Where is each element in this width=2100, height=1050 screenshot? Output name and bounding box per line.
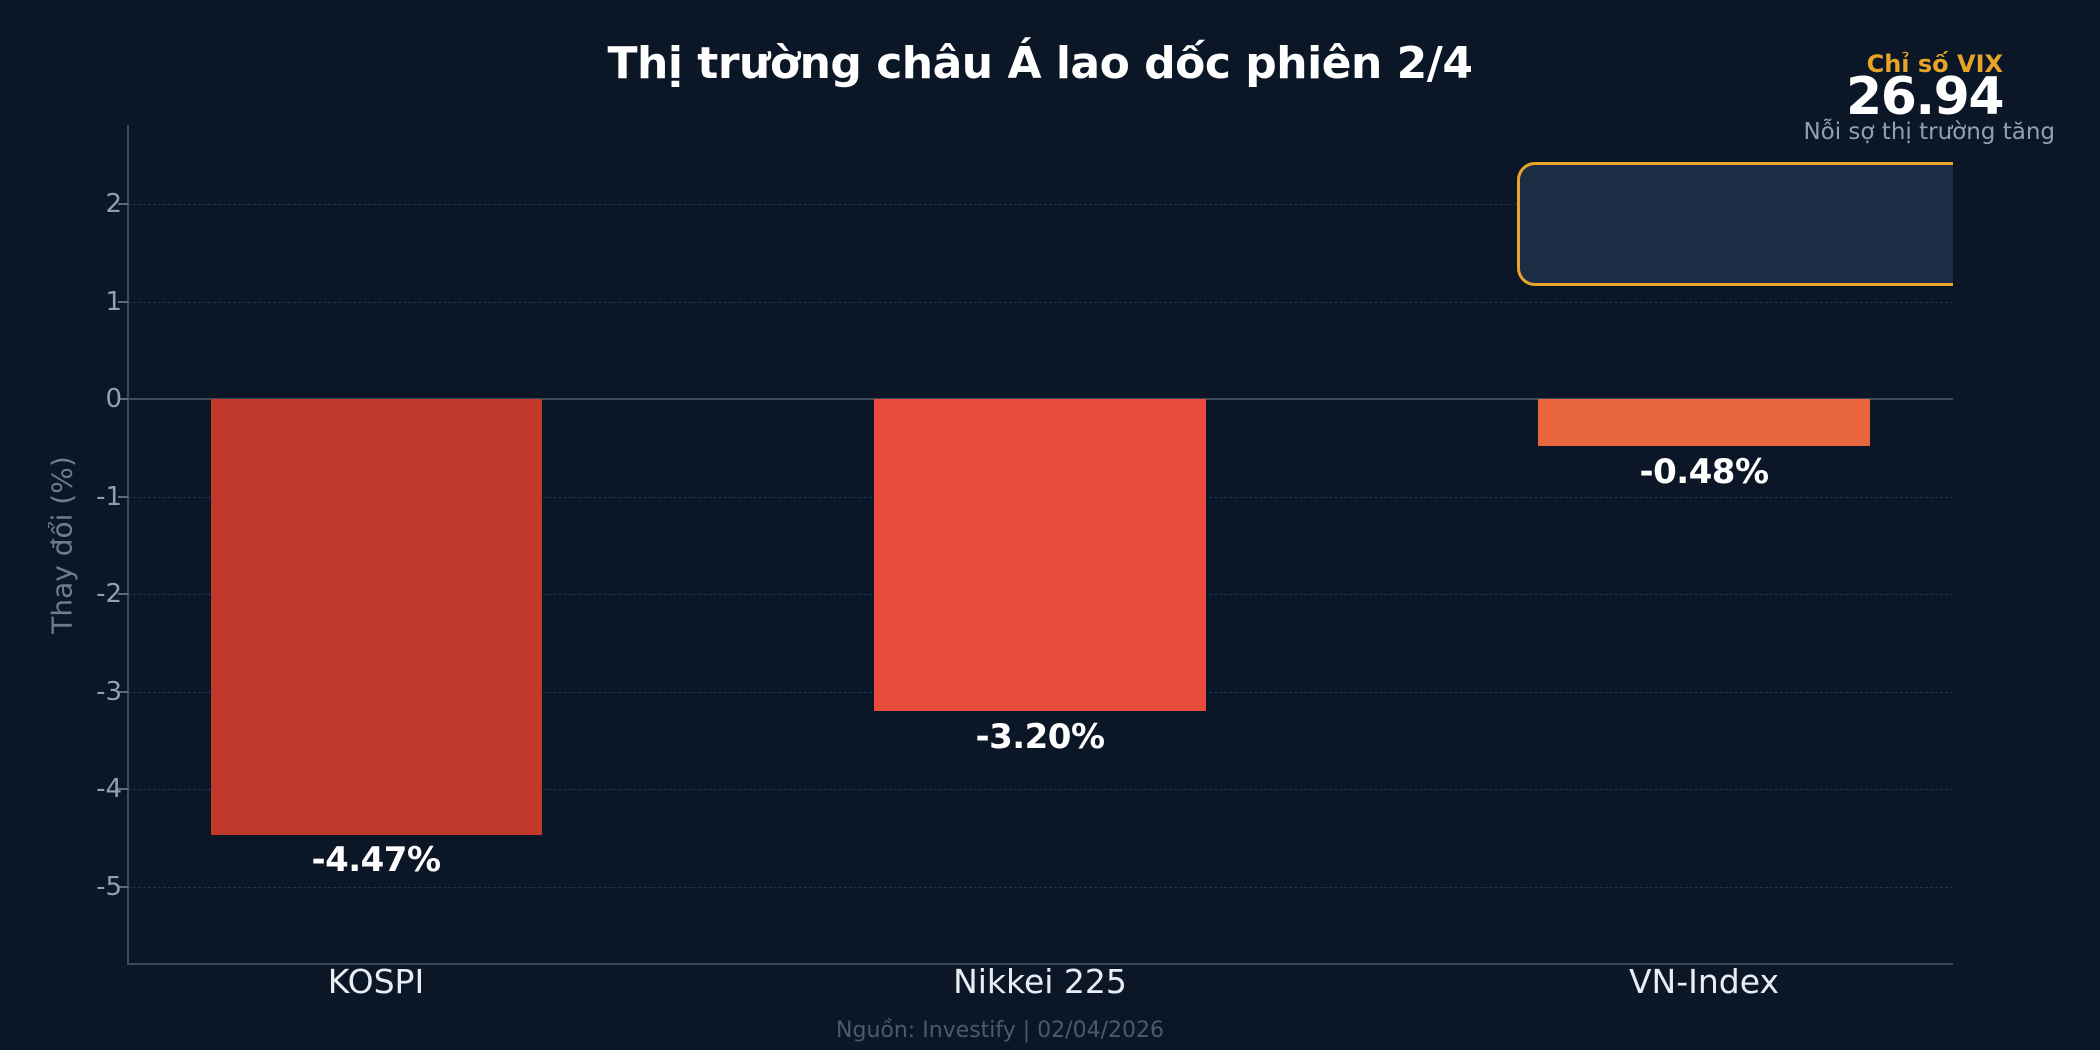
- vix-callout-box: [1517, 162, 1953, 286]
- gridline-neg4: [128, 789, 1953, 790]
- bar-value-label-nikkei-225: -3.20%: [975, 717, 1105, 757]
- y-tick-mark: [118, 203, 128, 205]
- y-tick-label: -4: [96, 774, 122, 804]
- bar-value-label-kospi: -4.47%: [311, 840, 441, 880]
- y-tick-mark: [118, 496, 128, 498]
- bar-nikkei-225[interactable]: [874, 399, 1206, 711]
- bar-kospi[interactable]: [211, 399, 542, 835]
- y-tick-label: -2: [96, 579, 122, 609]
- y-tick-mark: [118, 398, 128, 400]
- y-tick-mark: [118, 691, 128, 693]
- chart-title: Thị trường châu Á lao dốc phiên 2/4: [607, 38, 1473, 89]
- gridline-2: [128, 204, 1953, 205]
- y-tick-mark: [118, 788, 128, 790]
- gridline-neg5: [128, 887, 1953, 888]
- x-tick-label-kospi: KOSPI: [327, 962, 425, 1001]
- x-tick-label-vn-index: VN-Index: [1628, 962, 1779, 1001]
- y-tick-label: -3: [96, 677, 122, 707]
- y-axis-spine: [127, 125, 129, 965]
- gridline-1: [128, 302, 1953, 303]
- y-tick-label: -1: [96, 482, 122, 512]
- plot-area: [128, 125, 1953, 964]
- bar-value-label-vn-index: -0.48%: [1639, 452, 1769, 492]
- y-tick-label: -5: [96, 872, 122, 902]
- source-footer: Nguồn: Investify | 02/04/2026: [836, 1018, 1164, 1043]
- y-axis-label: Thay đổi (%): [45, 456, 79, 634]
- y-tick-mark: [118, 886, 128, 888]
- x-axis-spine: [127, 963, 1953, 965]
- bar-vn-index[interactable]: [1538, 399, 1870, 446]
- x-tick-label-nikkei-225: Nikkei 225: [953, 962, 1127, 1001]
- y-tick-label: 1: [105, 287, 122, 317]
- y-tick-mark: [118, 301, 128, 303]
- y-tick-label: 0: [105, 384, 122, 414]
- y-tick-mark: [118, 593, 128, 595]
- y-tick-label: 2: [105, 189, 122, 219]
